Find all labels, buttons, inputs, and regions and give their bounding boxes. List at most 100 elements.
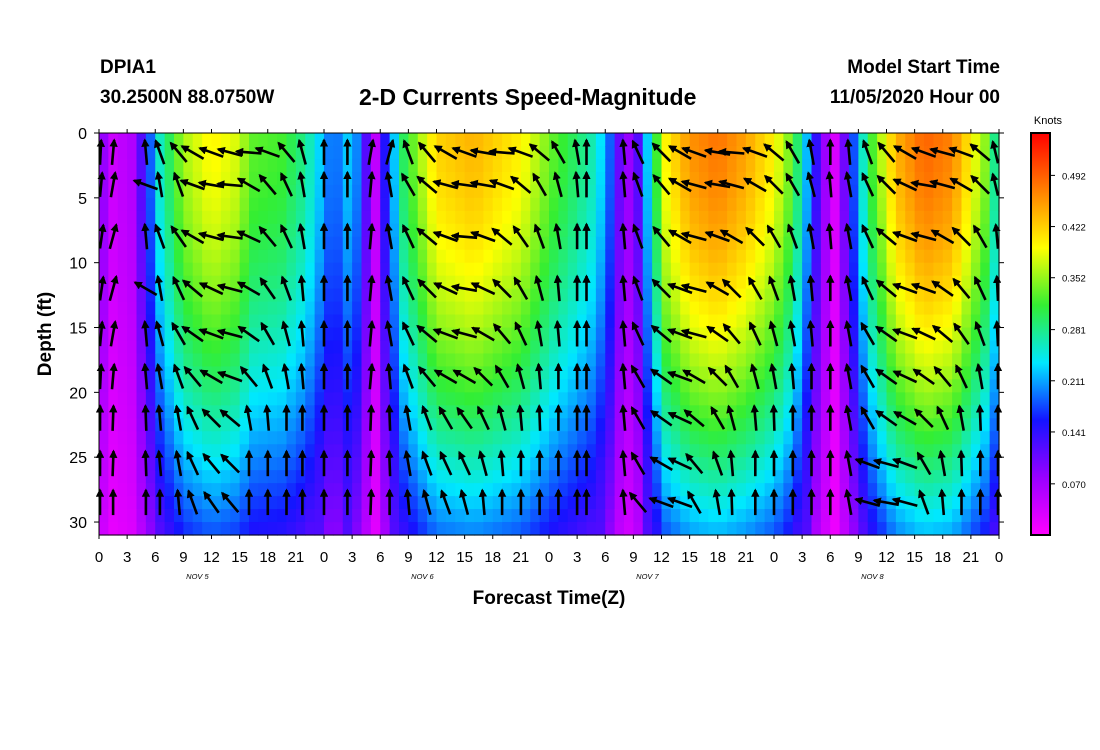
heatmap-cell [614, 288, 625, 303]
heatmap-cell [417, 353, 428, 368]
current-vector-arrow [806, 274, 816, 302]
heatmap-cell [624, 327, 634, 342]
heatmap-cell [136, 301, 147, 316]
heatmap-cell [380, 133, 391, 147]
heatmap-cell [174, 133, 184, 147]
heatmap-cell [417, 262, 428, 277]
heatmap-cell [249, 457, 259, 471]
heatmap-cell [183, 431, 194, 445]
heatmap-cell [942, 327, 953, 342]
heatmap-cell [370, 379, 381, 393]
heatmap-cell [445, 444, 456, 458]
heatmap-cell [849, 197, 859, 212]
current-vector-arrow [749, 363, 760, 390]
heatmap-cell [989, 133, 1000, 147]
heatmap-cell [220, 444, 231, 458]
current-vector-arrow [619, 170, 628, 198]
heatmap-cell [839, 145, 850, 160]
heatmap-cell [717, 496, 728, 510]
heatmap-cell [324, 392, 334, 406]
heatmap-cell [549, 236, 559, 251]
current-vector-arrow [874, 410, 898, 427]
heatmap-cell [220, 262, 231, 277]
current-vector-arrow [141, 222, 150, 250]
heatmap-cell [830, 379, 841, 393]
current-vector-arrow [263, 404, 272, 431]
heatmap-cell [389, 340, 400, 355]
heatmap-cell [502, 366, 513, 380]
current-vector-arrow [992, 223, 1001, 249]
heatmap-cell [324, 509, 334, 523]
heatmap-cell [624, 496, 634, 510]
heatmap-cell [314, 418, 325, 432]
heatmap-cell [136, 210, 147, 225]
heatmap-cell [755, 210, 766, 225]
heatmap-cell [877, 327, 888, 342]
heatmap-cell [445, 288, 456, 303]
heatmap-cell [464, 288, 475, 303]
heatmap-cell [370, 171, 381, 186]
heatmap-cell [436, 133, 447, 147]
heatmap-cell [183, 133, 194, 147]
heatmap-cell [895, 223, 906, 238]
heatmap-cell [699, 223, 709, 238]
heatmap-cell [361, 301, 372, 316]
heatmap-cell [530, 262, 541, 277]
heatmap-cell [595, 509, 606, 523]
heatmap-cell [520, 431, 531, 445]
heatmap-cell [924, 288, 934, 303]
heatmap-cell [530, 366, 541, 380]
heatmap-cell [755, 522, 766, 536]
heatmap-cell [436, 210, 447, 225]
heatmap-cell [886, 158, 897, 173]
x-tick-label: 18 [709, 549, 726, 566]
current-vector-arrow [491, 227, 513, 246]
heatmap-cell [699, 314, 709, 329]
heatmap-cell [642, 405, 653, 419]
heatmap-cell [717, 392, 728, 406]
heatmap-cell [652, 379, 663, 393]
current-vector-arrow [173, 449, 183, 477]
heatmap-cell [924, 262, 934, 277]
heatmap-cell [192, 496, 203, 510]
heatmap-cell [858, 210, 869, 225]
heatmap-cell [239, 496, 250, 510]
heatmap-cell [99, 210, 109, 225]
heatmap-cell [886, 210, 897, 225]
heatmap-cell [127, 522, 138, 536]
heatmap-cell [502, 496, 513, 510]
heatmap-cell [867, 470, 878, 484]
heatmap-cell [558, 366, 569, 380]
heatmap-cell [220, 275, 231, 290]
current-vector-arrow [221, 491, 240, 514]
heatmap-cell [220, 509, 231, 523]
heatmap-cell [942, 158, 953, 173]
heatmap-cell [455, 392, 466, 406]
heatmap-cell [764, 405, 775, 419]
heatmap-cell [445, 210, 456, 225]
heatmap-cell [511, 288, 522, 303]
current-vector-arrow [507, 146, 534, 158]
heatmap-cell [267, 301, 278, 316]
x-tick-label: 12 [878, 549, 895, 566]
heatmap-cell [436, 158, 447, 173]
heatmap-cell [267, 366, 278, 380]
heatmap-cell [492, 236, 503, 251]
heatmap-cell [539, 418, 550, 432]
heatmap-cell [699, 379, 709, 393]
heatmap-cell [886, 249, 897, 264]
heatmap-cell [961, 171, 972, 186]
heatmap-cell [661, 366, 672, 380]
heatmap-cell [577, 457, 588, 471]
heatmap-cell [427, 133, 438, 147]
heatmap-cell [352, 184, 363, 199]
heatmap-cell [267, 314, 278, 329]
heatmap-cell [445, 249, 456, 264]
heatmap-cell [342, 522, 353, 536]
heatmap-cell [849, 184, 859, 199]
heatmap-cell [605, 236, 616, 251]
heatmap-cell [567, 262, 578, 277]
heatmap-cell [408, 314, 419, 329]
heatmap-cell [455, 509, 466, 523]
heatmap-cell [136, 197, 147, 212]
